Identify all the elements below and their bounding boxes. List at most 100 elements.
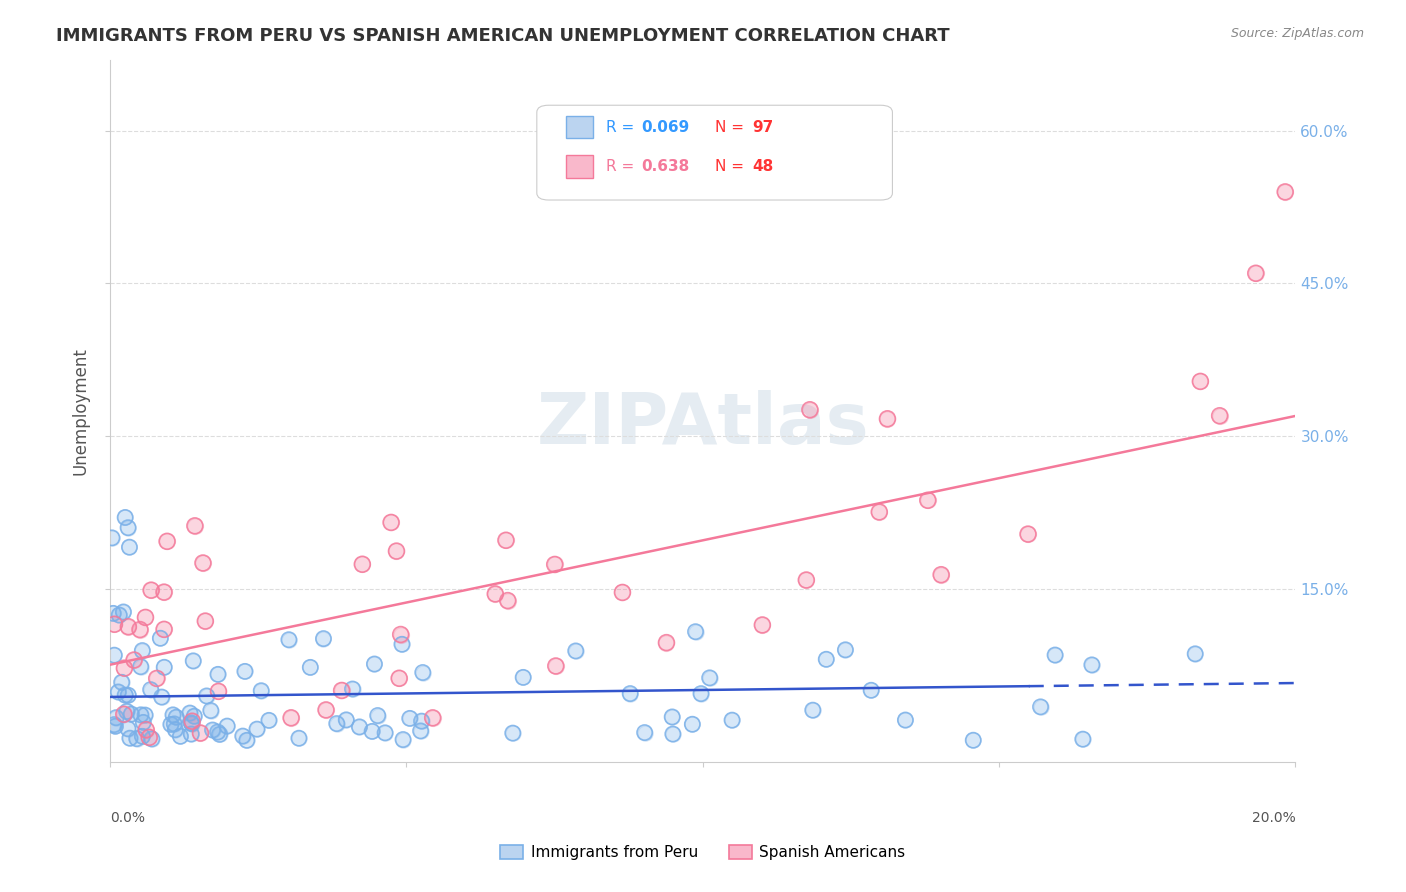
Point xyxy=(868,505,890,519)
Point xyxy=(342,681,364,696)
Point xyxy=(367,708,389,723)
Point xyxy=(250,683,273,698)
Point xyxy=(125,731,148,746)
Point xyxy=(129,623,152,637)
Point xyxy=(117,620,139,634)
Point xyxy=(374,726,396,740)
Point xyxy=(194,614,217,628)
Point xyxy=(181,654,204,668)
Point xyxy=(962,733,984,747)
Text: 20.0%: 20.0% xyxy=(1251,811,1295,824)
Point xyxy=(139,583,162,598)
Point xyxy=(894,713,917,727)
Point xyxy=(208,727,231,741)
Point xyxy=(122,653,145,667)
Point xyxy=(200,704,222,718)
Point xyxy=(118,540,141,554)
Point xyxy=(165,710,187,724)
Point xyxy=(190,726,212,740)
Point xyxy=(1184,647,1206,661)
Point xyxy=(181,654,204,668)
Point xyxy=(655,635,678,649)
Point xyxy=(619,687,641,701)
Point xyxy=(335,713,357,727)
Point xyxy=(544,558,567,572)
Point xyxy=(246,722,269,736)
Point xyxy=(125,731,148,746)
Point xyxy=(690,687,713,701)
Point xyxy=(145,672,167,686)
Point xyxy=(633,725,655,739)
FancyBboxPatch shape xyxy=(537,105,893,200)
Point xyxy=(388,671,411,685)
Point xyxy=(681,717,703,731)
Point xyxy=(191,556,214,570)
Text: Source: ZipAtlas.com: Source: ZipAtlas.com xyxy=(1230,27,1364,40)
Point xyxy=(103,648,125,662)
Point xyxy=(1081,657,1104,672)
Point xyxy=(1043,648,1066,662)
Point xyxy=(335,713,357,727)
Point xyxy=(162,707,184,722)
Point xyxy=(134,708,156,723)
Point xyxy=(195,689,218,703)
Point xyxy=(149,632,172,646)
Point xyxy=(129,623,152,637)
Point xyxy=(662,727,685,741)
Point xyxy=(165,723,187,737)
Point xyxy=(280,711,302,725)
Point xyxy=(141,731,163,746)
Point xyxy=(153,623,176,637)
Point xyxy=(122,653,145,667)
Point xyxy=(962,733,984,747)
Point xyxy=(699,671,721,685)
Point xyxy=(179,706,201,720)
Point xyxy=(544,558,567,572)
Point xyxy=(929,567,952,582)
Point xyxy=(112,605,135,619)
Text: R =: R = xyxy=(606,159,638,174)
Point xyxy=(120,707,142,722)
Point xyxy=(349,720,371,734)
Point xyxy=(1208,409,1230,423)
Point xyxy=(512,670,534,684)
Point xyxy=(117,688,139,702)
Point xyxy=(139,583,162,598)
Point xyxy=(112,605,135,619)
Point xyxy=(1274,185,1296,199)
Point xyxy=(207,684,229,698)
Point xyxy=(352,558,374,572)
Point xyxy=(181,714,204,729)
Point xyxy=(512,670,534,684)
Point xyxy=(330,683,353,698)
Point xyxy=(1189,375,1212,389)
Point xyxy=(681,717,703,731)
Point xyxy=(721,713,744,727)
Point xyxy=(129,659,152,673)
Point xyxy=(868,505,890,519)
Text: ZIPAtlas: ZIPAtlas xyxy=(537,390,869,459)
Point xyxy=(409,723,432,738)
Point xyxy=(145,672,167,686)
Point xyxy=(1274,185,1296,199)
Point xyxy=(502,726,524,740)
Point xyxy=(398,711,420,725)
Point xyxy=(917,493,939,508)
Point xyxy=(662,727,685,741)
Point xyxy=(103,607,125,621)
Point xyxy=(153,660,176,674)
Point xyxy=(1071,732,1094,747)
Point xyxy=(160,717,183,731)
Point xyxy=(361,724,384,739)
Point xyxy=(179,706,201,720)
Point xyxy=(207,667,229,681)
Point xyxy=(277,632,299,647)
Point xyxy=(564,644,586,658)
Point xyxy=(233,665,256,679)
Point xyxy=(834,642,856,657)
Point xyxy=(246,722,269,736)
Point xyxy=(104,719,127,733)
Point xyxy=(312,632,335,646)
Point xyxy=(207,725,229,739)
Point xyxy=(392,732,415,747)
